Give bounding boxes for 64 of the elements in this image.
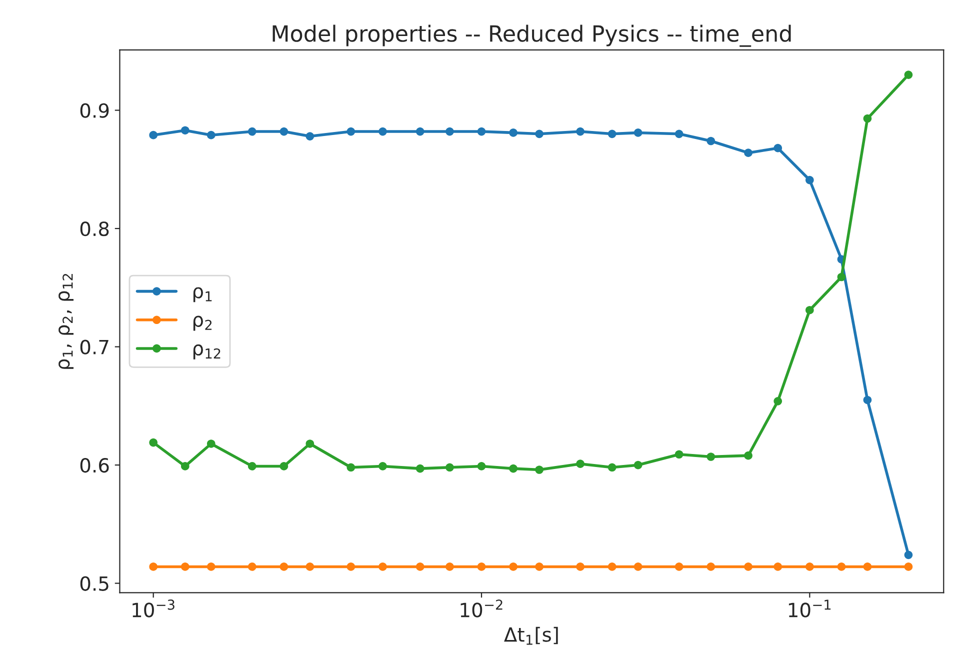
point <box>805 176 814 184</box>
point <box>280 462 288 470</box>
point <box>446 463 454 472</box>
point <box>346 463 356 472</box>
point <box>248 127 256 136</box>
point <box>706 562 716 571</box>
point <box>904 70 913 79</box>
point <box>446 127 454 136</box>
point <box>180 126 190 135</box>
point <box>378 462 387 470</box>
point <box>608 463 616 472</box>
y-tick-label: 0.6 <box>80 458 109 473</box>
point <box>346 562 356 571</box>
point <box>576 562 584 571</box>
x-tick-label: 10$^{−3}$ <box>132 600 174 618</box>
point <box>774 144 782 152</box>
point <box>149 130 158 140</box>
point <box>837 562 846 571</box>
point <box>509 562 518 571</box>
point <box>248 562 256 571</box>
point <box>346 127 356 136</box>
point <box>904 562 913 571</box>
point <box>509 128 518 137</box>
y-axis-title: ρ$_{1}$, ρ$_{2}$, ρ$_{12}$ <box>58 274 74 369</box>
point <box>904 550 913 560</box>
point <box>774 397 782 406</box>
y-tick-label: 0.9 <box>80 103 109 118</box>
point <box>180 462 190 470</box>
x-tick-label: 10$^{−2}$ <box>460 600 502 618</box>
x-tick-label: 10$^{−1}$ <box>788 600 831 618</box>
point <box>674 130 684 138</box>
point <box>378 127 387 136</box>
point <box>378 562 387 571</box>
chart-title: Model properties -- Reduced Pysics -- time_end <box>272 24 791 47</box>
point <box>280 562 288 571</box>
point <box>248 462 256 470</box>
point <box>674 450 684 459</box>
point <box>180 562 190 571</box>
point <box>706 136 716 146</box>
point <box>608 130 616 138</box>
point <box>149 438 158 447</box>
legend-label: ρ$_{1}$ <box>193 287 212 302</box>
point <box>805 562 814 571</box>
point <box>774 562 782 571</box>
point <box>608 562 616 571</box>
point <box>837 272 846 282</box>
point <box>477 462 486 470</box>
point <box>576 127 584 136</box>
legend-label: ρ$_{12}$ <box>193 344 220 360</box>
legend-label: ρ$_{2}$ <box>193 316 212 331</box>
point <box>149 562 158 571</box>
point <box>576 460 584 468</box>
y-tick-label: 0.5 <box>80 576 108 591</box>
y-tick-label: 0.7 <box>80 340 108 354</box>
point <box>477 562 486 571</box>
x-axis-title: Δt$_{1}$[s] <box>504 626 558 645</box>
point <box>509 464 518 473</box>
point <box>674 562 684 571</box>
point <box>477 127 486 136</box>
y-tick-label: 0.8 <box>80 221 109 236</box>
point <box>706 452 716 461</box>
point <box>446 562 454 571</box>
point <box>805 306 814 314</box>
point <box>280 127 288 136</box>
